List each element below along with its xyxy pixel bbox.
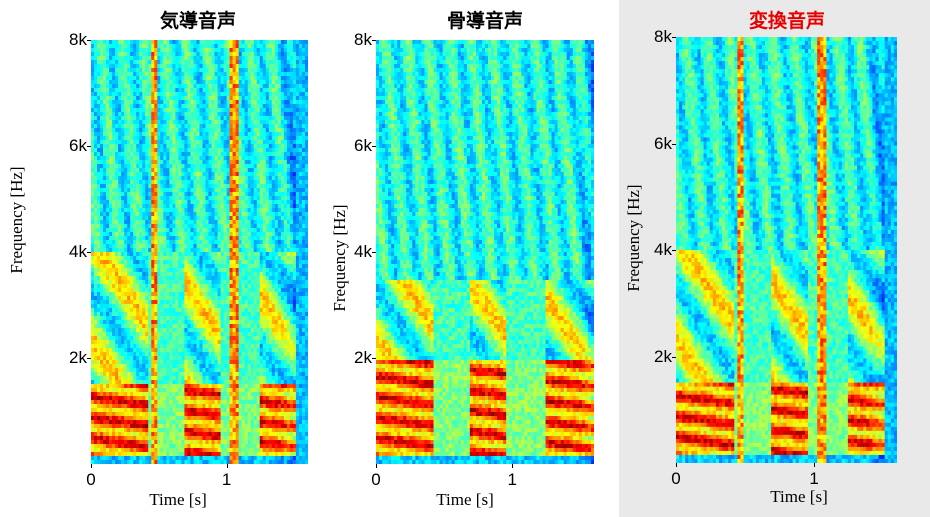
y-tick-label: 6k: [632, 135, 672, 152]
x-tick-mark: [91, 464, 92, 468]
y-tick-label: 8k: [332, 31, 372, 48]
chart-title: 気導音声: [78, 6, 318, 33]
y-tick-mark: [87, 358, 91, 359]
x-axis-label: Time [s]: [108, 490, 248, 510]
y-tick-label: 4k: [332, 243, 372, 260]
x-tick-label: 1: [799, 469, 829, 489]
chart-title: 骨導音声: [365, 6, 605, 33]
x-axis-label: Time [s]: [729, 487, 869, 507]
y-tick-mark: [87, 146, 91, 147]
x-tick-mark: [814, 463, 815, 467]
x-tick-mark: [376, 464, 377, 468]
x-axis-label: Time [s]: [395, 490, 535, 510]
y-axis-label: Frequency [Hz]: [330, 168, 350, 348]
y-tick-mark: [87, 252, 91, 253]
spectrogram-heatmap: [91, 40, 308, 464]
y-tick-label: 8k: [47, 31, 87, 48]
spectrogram-plot: [91, 40, 308, 464]
y-tick-label: 6k: [47, 137, 87, 154]
y-tick-mark: [672, 37, 676, 38]
y-tick-mark: [87, 40, 91, 41]
y-tick-label: 4k: [632, 241, 672, 258]
spectrogram-heatmap: [376, 40, 594, 464]
y-axis-label: Frequency [Hz]: [624, 148, 644, 328]
y-axis-label: Frequency [Hz]: [7, 130, 27, 310]
x-tick-label: 0: [361, 470, 391, 490]
y-tick-mark: [672, 250, 676, 251]
y-tick-mark: [672, 357, 676, 358]
y-tick-label: 2k: [632, 348, 672, 365]
y-tick-label: 6k: [332, 137, 372, 154]
y-tick-label: 2k: [332, 349, 372, 366]
y-tick-mark: [372, 358, 376, 359]
y-tick-mark: [372, 146, 376, 147]
spectrogram-plot: [376, 40, 594, 464]
y-tick-label: 4k: [47, 243, 87, 260]
x-tick-label: 0: [76, 470, 106, 490]
x-tick-label: 0: [661, 469, 691, 489]
y-tick-label: 8k: [632, 28, 672, 45]
x-tick-mark: [512, 464, 513, 468]
spectrogram-heatmap: [676, 37, 897, 463]
chart-title: 変換音声: [667, 6, 907, 33]
y-tick-mark: [372, 252, 376, 253]
x-tick-label: 1: [497, 470, 527, 490]
y-tick-mark: [672, 144, 676, 145]
spectrogram-plot: [676, 37, 897, 463]
y-tick-mark: [372, 40, 376, 41]
y-tick-label: 2k: [47, 349, 87, 366]
x-tick-mark: [227, 464, 228, 468]
x-tick-mark: [676, 463, 677, 467]
x-tick-label: 1: [212, 470, 242, 490]
